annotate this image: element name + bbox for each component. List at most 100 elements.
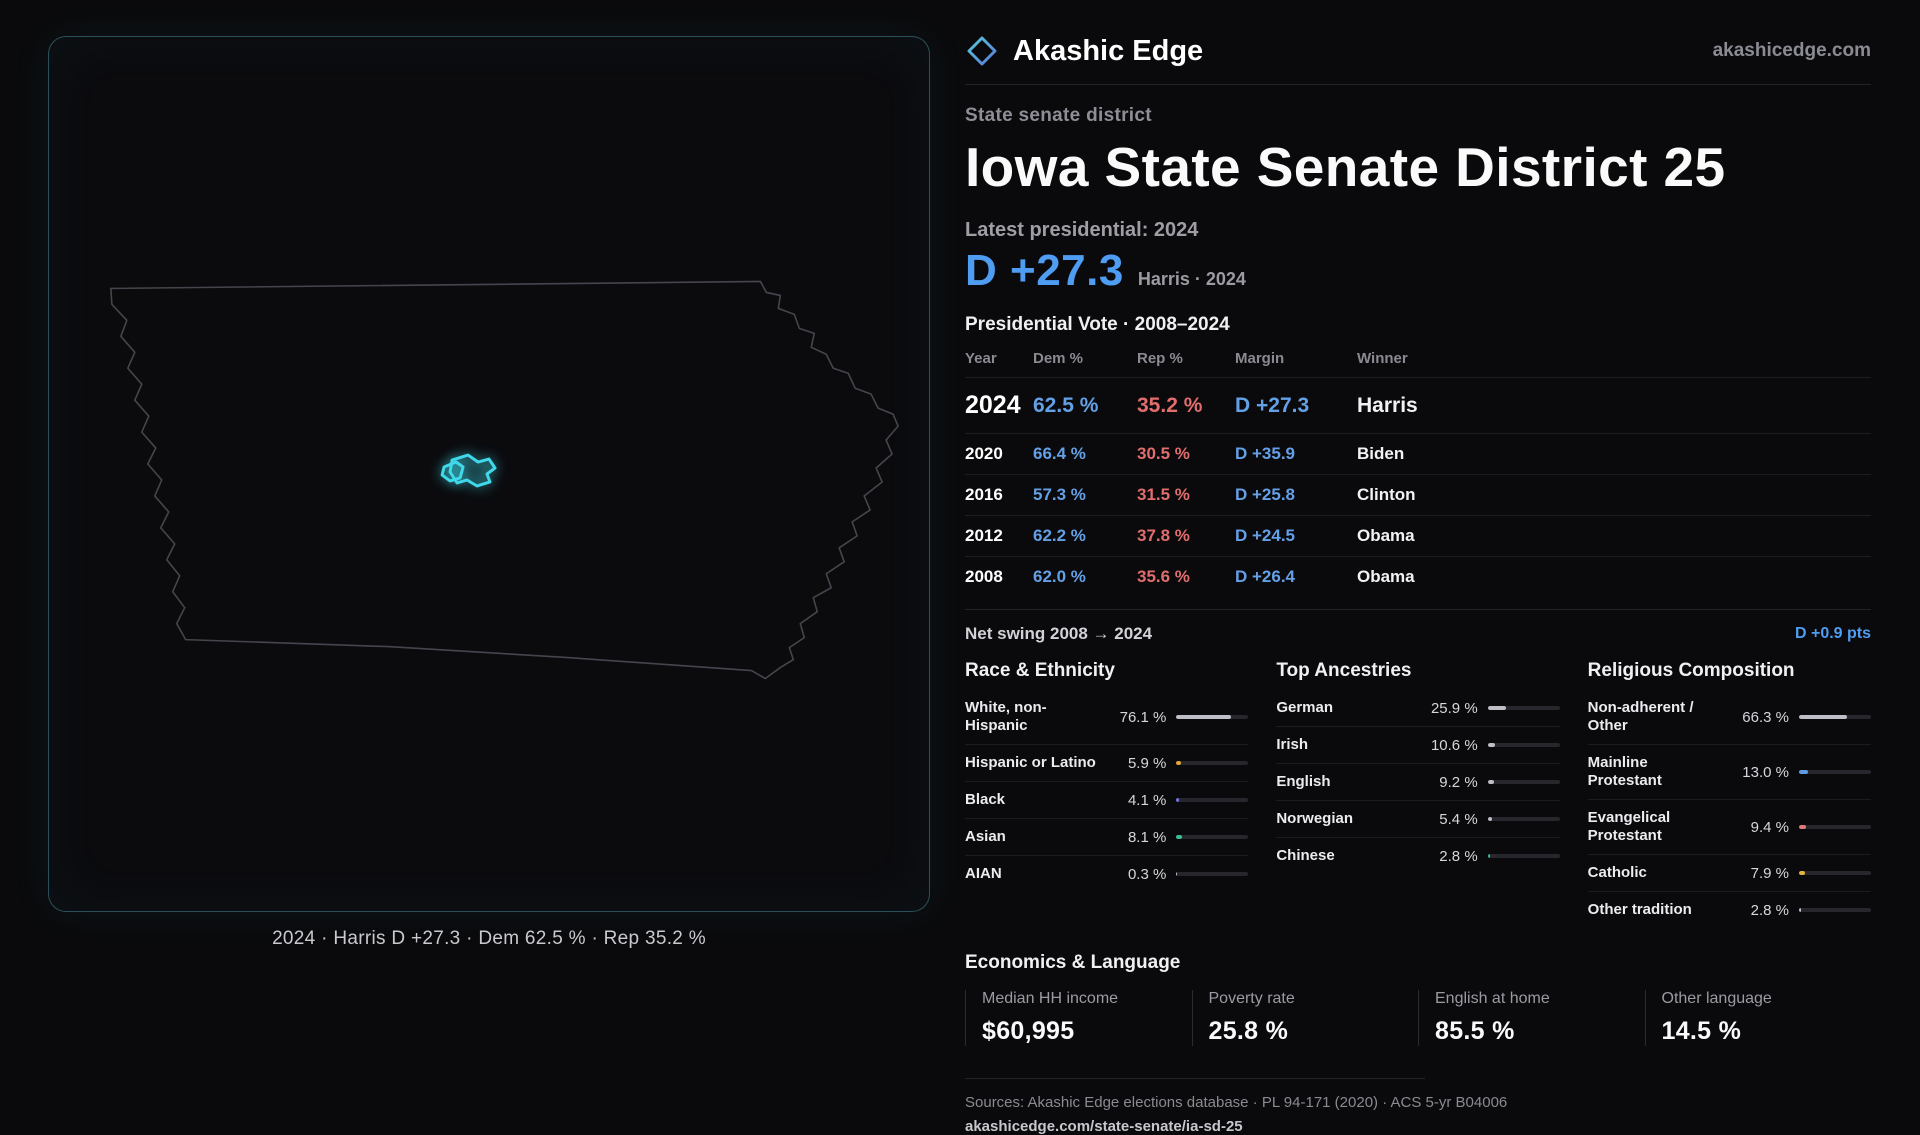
list-item: AIAN 0.3 % xyxy=(965,856,1249,892)
demo-value: 76.1 % xyxy=(1119,708,1167,726)
demo-value: 10.6 % xyxy=(1430,736,1478,754)
iowa-state-outline xyxy=(110,280,899,680)
margin-cell: D +35.9 xyxy=(1235,444,1296,463)
list-item: English 9.2 % xyxy=(1276,764,1560,801)
headline-margin-line: D +27.3 Harris · 2024 xyxy=(965,246,1871,296)
list-item: Other tradition 2.8 % xyxy=(1588,892,1871,928)
footer-divider xyxy=(965,1078,1425,1079)
winner-cell: Biden xyxy=(1357,444,1405,463)
page-footer: Sources: Akashic Edge elections database… xyxy=(965,1078,1871,1135)
table-row: 2024 62.5 % 35.2 % D +27.3 Harris xyxy=(965,377,1871,433)
brand-name: Akashic Edge xyxy=(1013,34,1204,67)
demo-label: Hispanic or Latino xyxy=(965,754,1096,771)
demo-value: 5.4 % xyxy=(1439,810,1478,828)
year-cell: 2008 xyxy=(965,567,1003,586)
net-swing-row: Net swing 2008 → 2024 D +0.9 pts xyxy=(965,609,1871,644)
year-cell: 2020 xyxy=(965,444,1003,463)
demographics-grid: Race & Ethnicity White, non-Hispanic 76.… xyxy=(965,660,1871,928)
table-row: 2012 62.2 % 37.8 % D +24.5 Obama xyxy=(965,515,1871,556)
ancestries-section: Top Ancestries German 25.9 % Irish 10.6 … xyxy=(1276,660,1560,928)
list-item: White, non-Hispanic 76.1 % xyxy=(965,690,1249,745)
demo-value: 2.8 % xyxy=(1750,901,1789,919)
margin-cell: D +27.3 xyxy=(1235,393,1310,417)
dem-cell: 62.5 % xyxy=(1033,393,1099,417)
demo-value: 5.9 % xyxy=(1127,754,1167,772)
economics-grid: Median HH income $60,995 Poverty rate 25… xyxy=(965,990,1871,1046)
headline-margin-sub: Harris · 2024 xyxy=(1137,269,1246,289)
brand: Akashic Edge xyxy=(965,34,1203,68)
stat-other-language: Other language 14.5 % xyxy=(1644,990,1872,1046)
demo-bar xyxy=(1487,743,1560,747)
rep-cell: 30.5 % xyxy=(1137,444,1190,463)
stat-label: English at home xyxy=(1435,990,1550,1007)
eyebrow-label: State senate district xyxy=(965,105,1152,126)
table-row: 2008 62.0 % 35.6 % D +26.4 Obama xyxy=(965,556,1871,597)
net-swing-label: Net swing 2008 → 2024 xyxy=(965,624,1153,643)
religion-section: Religious Composition Non-adherent / Oth… xyxy=(1587,660,1871,928)
demo-bar xyxy=(1798,770,1871,774)
list-item: Catholic 7.9 % xyxy=(1587,855,1871,892)
year-cell: 2016 xyxy=(965,485,1003,504)
demo-label: German xyxy=(1276,699,1334,716)
section-title: Race & Ethnicity xyxy=(965,660,1115,681)
district-report: Akashic Edge akashicedge.com State senat… xyxy=(965,26,1871,1135)
demo-bar xyxy=(1487,854,1560,858)
list-item: Chinese 2.8 % xyxy=(1276,838,1560,874)
demo-bar xyxy=(1798,715,1871,719)
margin-cell: D +25.8 xyxy=(1235,485,1296,504)
demo-label: Black xyxy=(965,791,1006,808)
demo-label: Non-adherent / Other xyxy=(1587,699,1694,734)
col-rep: Rep % xyxy=(1137,350,1183,367)
district-map-panel xyxy=(48,36,930,912)
rep-cell: 31.5 % xyxy=(1137,485,1190,504)
stat-label: Poverty rate xyxy=(1208,990,1295,1007)
demo-bar xyxy=(1176,761,1249,765)
demo-bar xyxy=(1798,825,1871,829)
demo-value: 9.2 % xyxy=(1439,773,1478,791)
winner-cell: Clinton xyxy=(1357,485,1416,504)
col-dem: Dem % xyxy=(1033,350,1084,367)
latest-presidential-label: Latest presidential: 2024 xyxy=(965,219,1199,241)
demo-label: Evangelical Protestant xyxy=(1587,809,1671,844)
sources-text: Sources: Akashic Edge elections database… xyxy=(965,1094,1508,1111)
list-item: Non-adherent / Other 66.3 % xyxy=(1587,690,1871,745)
section-title: Religious Composition xyxy=(1587,660,1795,681)
list-item: Irish 10.6 % xyxy=(1276,727,1560,764)
headline-margin-value: D +27.3 xyxy=(965,246,1124,295)
stat-median-income: Median HH income $60,995 xyxy=(965,990,1192,1046)
stat-label: Other language xyxy=(1661,990,1772,1007)
demo-bar xyxy=(1487,817,1560,821)
demo-label: Asian xyxy=(965,828,1006,845)
demo-label: Irish xyxy=(1276,736,1309,753)
demo-label: English xyxy=(1276,773,1331,790)
page-header: Akashic Edge akashicedge.com xyxy=(965,26,1871,85)
demo-bar xyxy=(1798,871,1871,875)
margin-cell: D +26.4 xyxy=(1235,567,1296,586)
demo-label: Chinese xyxy=(1276,847,1335,864)
demo-label: Catholic xyxy=(1587,864,1647,881)
list-item: Asian 8.1 % xyxy=(965,819,1249,856)
permalink[interactable]: akashicedge.com/state-senate/ia-sd-25 xyxy=(965,1118,1243,1135)
list-item: Evangelical Protestant 9.4 % xyxy=(1587,800,1871,855)
district-25-highlight-lobe xyxy=(440,460,465,483)
brand-domain-link[interactable]: akashicedge.com xyxy=(1712,40,1871,61)
list-item: German 25.9 % xyxy=(1276,690,1560,727)
demo-label: Norwegian xyxy=(1276,810,1354,827)
col-year: Year xyxy=(965,350,997,367)
race-ethnicity-section: Race & Ethnicity White, non-Hispanic 76.… xyxy=(965,660,1249,928)
stat-value: 14.5 % xyxy=(1661,1017,1742,1045)
stat-value: 85.5 % xyxy=(1435,1017,1515,1045)
dem-cell: 57.3 % xyxy=(1033,485,1086,504)
demo-value: 0.3 % xyxy=(1127,865,1167,883)
demo-bar xyxy=(1487,780,1560,784)
net-swing-value: D +0.9 pts xyxy=(1794,625,1871,642)
demo-label: White, non-Hispanic xyxy=(965,699,1047,734)
section-title: Top Ancestries xyxy=(1276,660,1412,681)
demo-value: 7.9 % xyxy=(1750,864,1789,882)
rep-cell: 37.8 % xyxy=(1137,526,1190,545)
stat-english-at-home: English at home 85.5 % xyxy=(1418,990,1645,1046)
year-cell: 2024 xyxy=(965,391,1021,419)
demo-value: 13.0 % xyxy=(1742,763,1789,781)
demo-bar xyxy=(1176,715,1249,719)
margin-cell: D +24.5 xyxy=(1235,526,1296,545)
